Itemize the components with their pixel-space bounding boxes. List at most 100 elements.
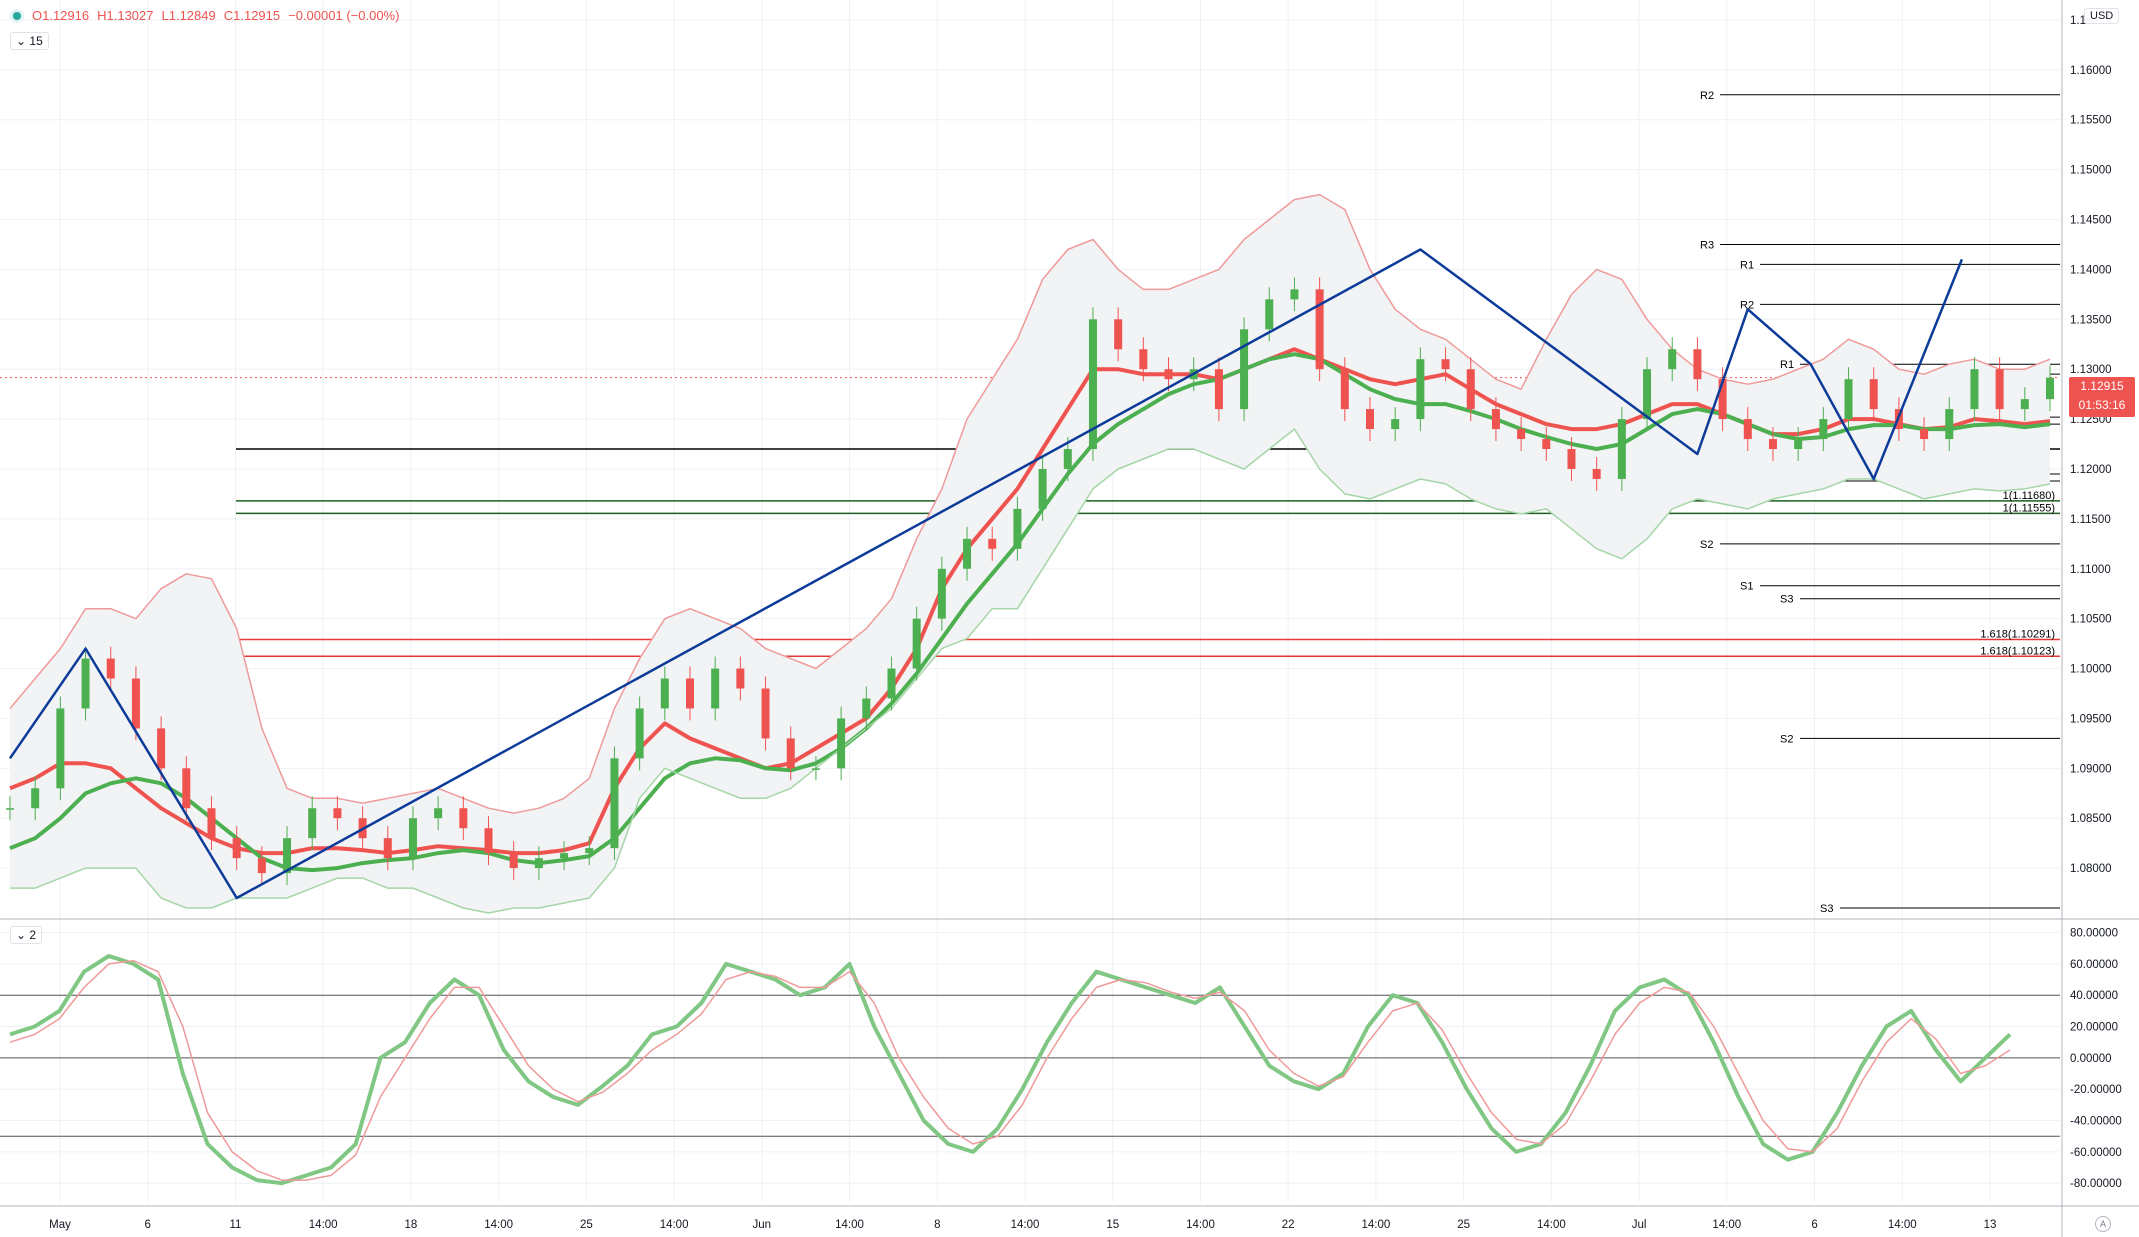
- osc-tick-label: 40.00000: [2070, 990, 2118, 1002]
- bands: [9, 193, 2051, 914]
- candle-body: [434, 808, 443, 819]
- time-tick-label: 8: [934, 1219, 940, 1231]
- price-badge: 1.12915 01:53:16: [2069, 377, 2135, 417]
- candle-body: [660, 678, 669, 709]
- candle-body: [1869, 379, 1878, 410]
- currency-label[interactable]: USD: [2084, 8, 2120, 24]
- last-price: 1.12915: [2080, 379, 2124, 393]
- auto-scale-button[interactable]: A: [2095, 1216, 2111, 1232]
- candle-body: [1592, 468, 1601, 479]
- candle-body: [1038, 468, 1047, 509]
- candle-body: [1567, 449, 1576, 469]
- candle-body: [937, 568, 946, 619]
- candle-body: [459, 808, 468, 829]
- status-dot-icon: [10, 8, 24, 23]
- candle-body: [761, 688, 770, 739]
- candle-body: [1718, 379, 1727, 420]
- time-tick-label: May: [49, 1219, 71, 1231]
- candle-body: [509, 853, 518, 869]
- candle-body: [1240, 329, 1249, 410]
- series-line-3: [10, 428, 2051, 914]
- pattern-polyline: [8, 248, 1964, 900]
- pivot-label: S3: [1780, 594, 1793, 606]
- candle-body: [257, 858, 266, 874]
- candle-body: [1542, 439, 1551, 450]
- candle-body: [1743, 419, 1752, 440]
- time-tick-label: 14:00: [1186, 1219, 1215, 1231]
- time-tick-label: 14:00: [835, 1219, 864, 1231]
- osc-tick-label: 0.00000: [2070, 1053, 2112, 1065]
- pivot-label: S2: [1700, 539, 1713, 551]
- price-tick-label: 1.11000: [2070, 564, 2111, 576]
- candle-body: [686, 678, 694, 709]
- candle-body: [232, 838, 241, 859]
- candle-body: [1466, 369, 1475, 410]
- candle-body: [1366, 409, 1374, 430]
- fib-label: 1(1.11555): [2003, 502, 2055, 514]
- candle-body: [1668, 349, 1677, 370]
- time-tick-label: 14:00: [1888, 1219, 1917, 1231]
- pivot-label: S2: [1780, 733, 1793, 745]
- candle-body: [988, 538, 997, 549]
- candle-body: [585, 848, 594, 854]
- time-tick-label: 14:00: [1712, 1219, 1741, 1231]
- price-tick-label: 1.09000: [2070, 763, 2112, 775]
- price-tick-label: 1.15500: [2070, 115, 2112, 127]
- ohlc-legend: O1.12916 H1.13027 L1.12849 C1.12915 −0.0…: [10, 8, 399, 23]
- price-tick-label: 1.08000: [2070, 863, 2112, 875]
- price-tick-label: 1.13500: [2070, 314, 2112, 326]
- candle-body: [1844, 379, 1853, 420]
- candle-body: [1643, 369, 1652, 420]
- open-value: O1.12916: [32, 8, 90, 23]
- osc-tick-label: -80.00000: [2070, 1178, 2122, 1190]
- pivot-label: S1: [1740, 581, 1753, 593]
- candle-body: [534, 858, 543, 869]
- candle-body: [131, 678, 140, 729]
- oscillator-pane: [0, 954, 2060, 1186]
- time-tick-label: 15: [1106, 1219, 1119, 1231]
- interval-toggle[interactable]: ⌄ 15: [10, 32, 49, 50]
- pivot-label: R3: [1700, 239, 1714, 251]
- low-value: L1.12849: [161, 8, 216, 23]
- price-tick-label: 1.08500: [2070, 813, 2112, 825]
- candle-body: [1693, 349, 1702, 380]
- chevron-down-icon: ⌄: [16, 34, 30, 48]
- series-line-2: [9, 193, 2051, 814]
- fib-label: 1.618(1.10123): [1980, 645, 2055, 657]
- osc-tick-label: -60.00000: [2070, 1147, 2122, 1159]
- candle-body: [1768, 439, 1777, 450]
- candle-body: [106, 658, 115, 679]
- time-tick-label: 11: [229, 1219, 241, 1231]
- candle-body: [1214, 369, 1223, 410]
- pivot-label: R2: [1740, 299, 1754, 311]
- indicator-toggle[interactable]: ⌄ 2: [10, 926, 43, 944]
- time-tick-label: 6: [1811, 1219, 1817, 1231]
- price-tick-label: 1.14000: [2070, 264, 2112, 276]
- time-tick-label: Jul: [1632, 1219, 1647, 1231]
- candle-body: [81, 658, 90, 709]
- candle-body: [308, 808, 317, 839]
- time-tick-label: 14:00: [1537, 1219, 1566, 1231]
- candle-body: [1139, 349, 1148, 370]
- candle-body: [2020, 399, 2029, 410]
- candle-body: [610, 758, 619, 849]
- candle-body: [31, 788, 40, 809]
- candle-body: [56, 708, 65, 789]
- candle-body: [1340, 369, 1349, 410]
- time-tick-label: 14:00: [660, 1219, 689, 1231]
- fib-label: 1.618(1.10291): [1980, 629, 2055, 641]
- candle-body: [1391, 419, 1400, 430]
- osc-tick-label: -40.00000: [2070, 1116, 2122, 1128]
- candle-body: [182, 768, 191, 809]
- time-tick-label: 14:00: [1362, 1219, 1391, 1231]
- candle-body: [1970, 369, 1979, 410]
- chevron-down-icon: ⌄: [16, 928, 30, 942]
- time-tick-label: 18: [405, 1219, 418, 1231]
- candle-body: [1945, 409, 1954, 440]
- price-tick-label: 1.15000: [2070, 165, 2112, 177]
- bar-countdown: 01:53:16: [2078, 398, 2126, 412]
- pivot-label: R1: [1780, 359, 1794, 371]
- osc-tick-label: 20.00000: [2070, 1022, 2118, 1034]
- time-tick-label: 13: [1984, 1219, 1997, 1231]
